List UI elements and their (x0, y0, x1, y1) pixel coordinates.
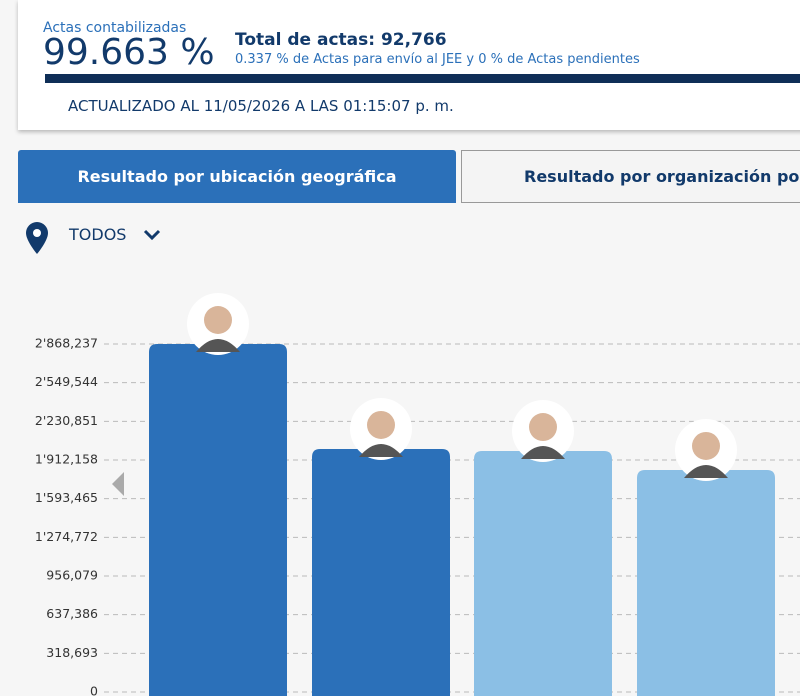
y-tick-label: 2'230,851 (35, 413, 98, 428)
bar (474, 451, 612, 696)
scroll-arrow[interactable] (112, 472, 124, 496)
y-tick-label: 2'868,237 (35, 336, 98, 351)
candidate-photo (675, 418, 737, 481)
summary-card: Actas contabilizadas 99.663 % Total de a… (18, 0, 800, 130)
photo-face (367, 410, 395, 439)
bar (312, 448, 450, 696)
bar (149, 344, 287, 696)
bar (637, 469, 775, 696)
candidate-photo (512, 400, 574, 463)
photo-body (196, 339, 240, 352)
counted-percent: 99.663 % (43, 32, 215, 73)
y-tick-label: 0 (90, 684, 98, 696)
y-tick-label: 637,386 (46, 606, 98, 621)
photo-body (684, 464, 728, 478)
y-tick-label: 318,693 (46, 645, 98, 660)
photo-body (359, 443, 403, 457)
y-tick-label: 1'912,158 (35, 452, 98, 467)
candidate-photo (187, 293, 249, 355)
y-tick-label: 1'593,465 (35, 490, 98, 505)
y-tick-label: 2'549,544 (35, 374, 98, 389)
tab[interactable]: Resultado por organización política (461, 150, 800, 203)
tab[interactable]: Resultado por ubicación geográfica (18, 150, 456, 203)
counted-label: Actas contabilizadas (43, 20, 187, 36)
photo-body (521, 446, 565, 460)
pending: 0.337 % de Actas para envío al JEE y 0 %… (235, 52, 640, 67)
y-tick-label: 1'274,772 (35, 529, 98, 544)
photo-face (529, 413, 557, 442)
photo-face (204, 306, 232, 334)
total: Total de actas: 92,766 (235, 30, 447, 50)
photo-face (692, 431, 720, 460)
y-tick-label: 956,079 (46, 568, 98, 583)
progress-bar (45, 74, 800, 83)
candidate-photo (350, 397, 412, 460)
dropdown-icon[interactable] (142, 228, 162, 242)
location-icon (26, 222, 48, 254)
chart: 0 318,693 637,386 956,079 1'274,772 1'593,465… (35, 293, 800, 696)
filter[interactable]: TODOS (69, 225, 127, 244)
updated: ACTUALIZADO AL 11/05/2026 A LAS 01:15:07… (68, 97, 454, 115)
